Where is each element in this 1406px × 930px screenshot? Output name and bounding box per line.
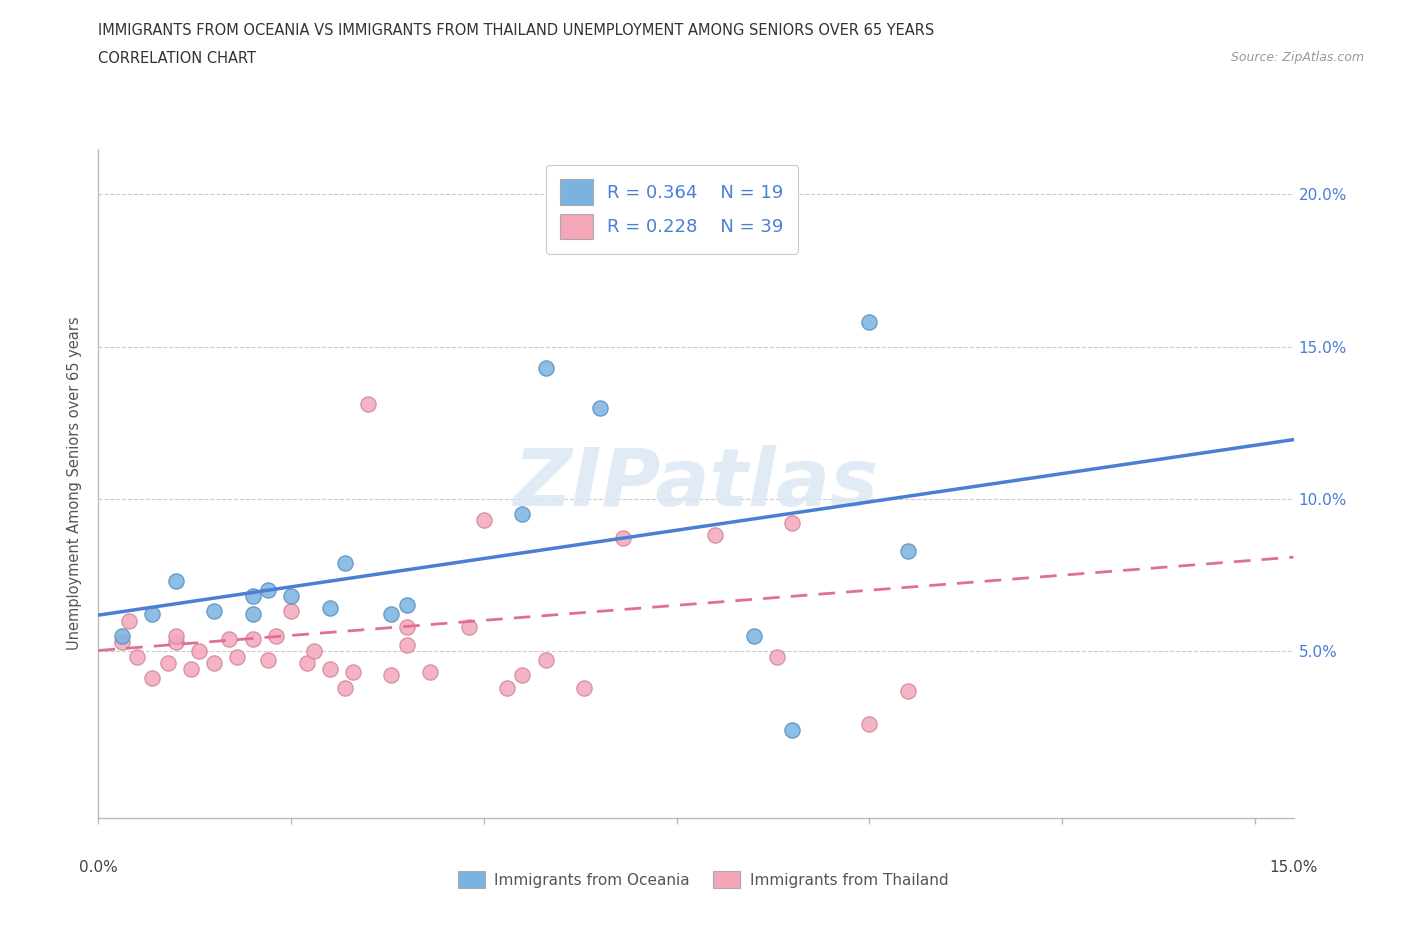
Point	[342, 665, 364, 680]
Point	[357, 397, 380, 412]
Point	[156, 656, 179, 671]
Point	[118, 613, 141, 628]
Point	[141, 607, 163, 622]
Point	[534, 653, 557, 668]
Point	[165, 634, 187, 649]
Point	[165, 574, 187, 589]
Point	[457, 619, 479, 634]
Point	[242, 631, 264, 646]
Point	[512, 668, 534, 683]
Point	[242, 607, 264, 622]
Y-axis label: Unemployment Among Seniors over 65 years: Unemployment Among Seniors over 65 years	[67, 317, 83, 650]
Point	[704, 528, 727, 543]
Point	[319, 601, 342, 616]
Point	[280, 604, 302, 618]
Point	[319, 662, 342, 677]
Point	[187, 644, 209, 658]
Point	[897, 543, 920, 558]
Point	[264, 629, 287, 644]
Text: Source: ZipAtlas.com: Source: ZipAtlas.com	[1230, 51, 1364, 64]
Point	[395, 619, 418, 634]
Point	[257, 653, 280, 668]
Point	[295, 656, 318, 671]
Point	[512, 507, 534, 522]
Point	[380, 668, 402, 683]
Point	[333, 680, 356, 695]
Point	[380, 607, 402, 622]
Point	[202, 604, 225, 618]
Point	[218, 631, 240, 646]
Point	[782, 723, 804, 737]
Text: ZIPatlas: ZIPatlas	[513, 445, 879, 523]
Point	[125, 650, 148, 665]
Point	[110, 634, 132, 649]
Point	[141, 671, 163, 685]
Point	[395, 598, 418, 613]
Text: 0.0%: 0.0%	[79, 860, 118, 875]
Point	[496, 680, 519, 695]
Point	[766, 650, 789, 665]
Point	[858, 315, 880, 330]
Point	[226, 650, 249, 665]
Point	[257, 583, 280, 598]
Point	[304, 644, 326, 658]
Point	[897, 684, 920, 698]
Point	[612, 531, 634, 546]
Text: IMMIGRANTS FROM OCEANIA VS IMMIGRANTS FROM THAILAND UNEMPLOYMENT AMONG SENIORS O: IMMIGRANTS FROM OCEANIA VS IMMIGRANTS FR…	[98, 23, 935, 38]
Point	[419, 665, 441, 680]
Point	[858, 717, 880, 732]
Point	[472, 512, 495, 527]
Point	[165, 629, 187, 644]
Point	[534, 361, 557, 376]
Point	[395, 637, 418, 652]
Point	[242, 589, 264, 604]
Text: CORRELATION CHART: CORRELATION CHART	[98, 51, 256, 66]
Point	[280, 589, 302, 604]
Point	[180, 662, 202, 677]
Point	[333, 555, 356, 570]
Legend: R = 0.364    N = 19, R = 0.228    N = 39: R = 0.364 N = 19, R = 0.228 N = 39	[546, 165, 799, 254]
Point	[742, 629, 765, 644]
Point	[110, 629, 132, 644]
Point	[202, 656, 225, 671]
Point	[782, 516, 804, 531]
Text: 15.0%: 15.0%	[1270, 860, 1317, 875]
Point	[588, 211, 610, 226]
Legend: Immigrants from Oceania, Immigrants from Thailand: Immigrants from Oceania, Immigrants from…	[451, 865, 955, 895]
Point	[572, 680, 595, 695]
Point	[588, 400, 610, 415]
